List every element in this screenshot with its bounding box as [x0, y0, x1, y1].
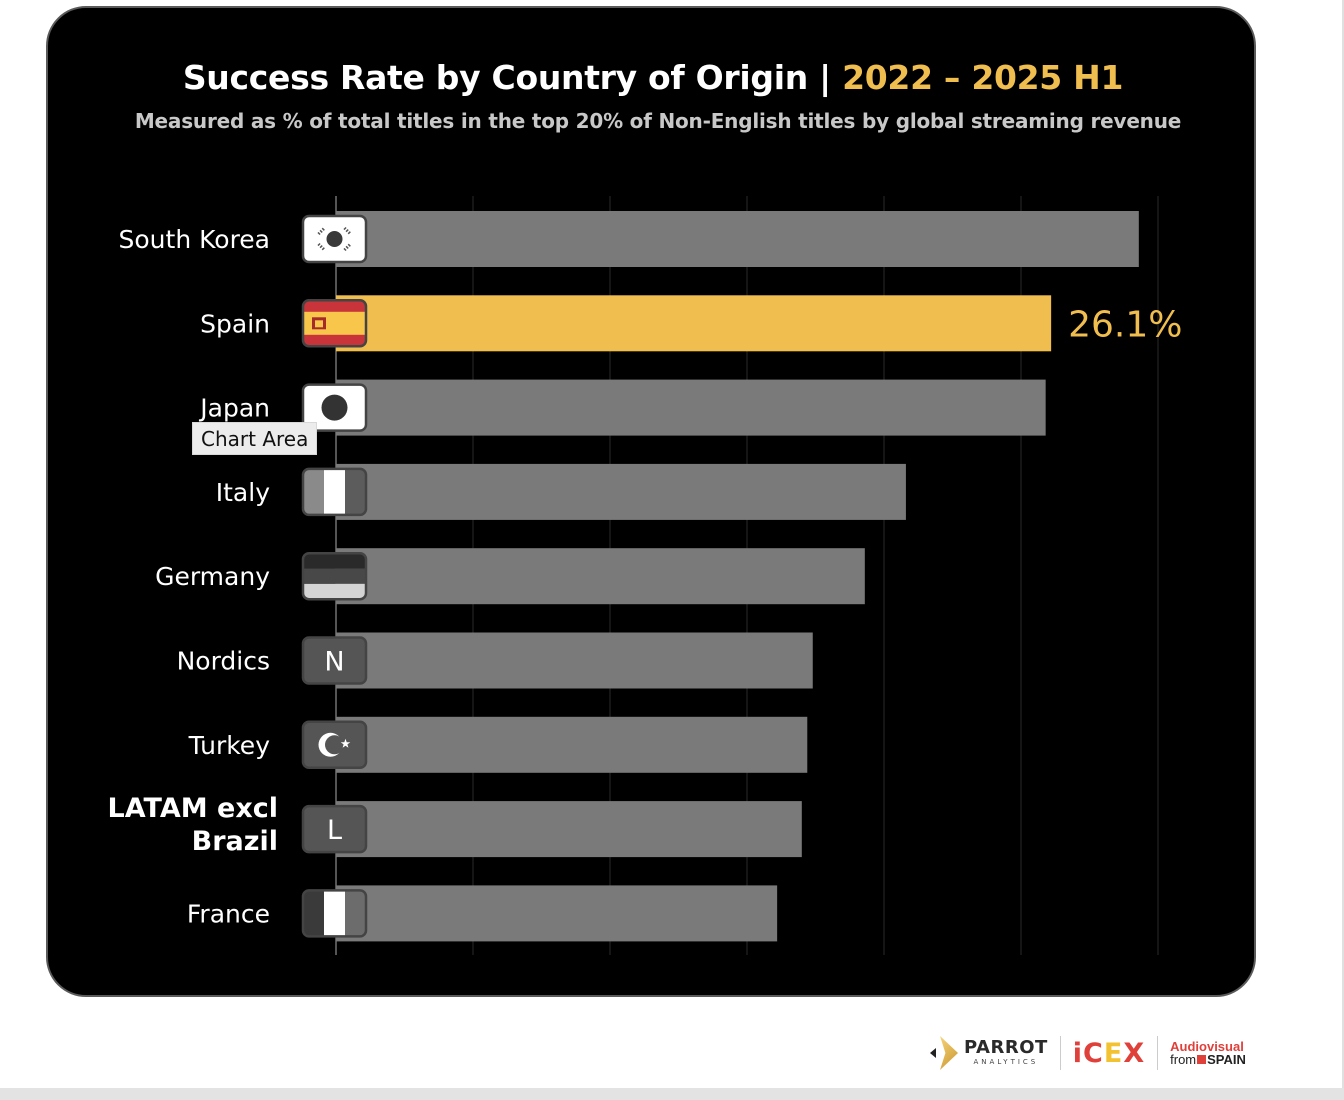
bar-spain[interactable]: [336, 295, 1052, 352]
icex-part-a: iC: [1072, 1037, 1104, 1069]
icex-part-c: X: [1123, 1037, 1146, 1069]
category-label: Brazil: [192, 826, 278, 857]
chart-area-tooltip: Chart Area: [192, 422, 318, 455]
bottom-band: [0, 1088, 1344, 1100]
category-label: Turkey: [188, 731, 271, 760]
bar-germany[interactable]: [336, 548, 865, 605]
audiovisual-from-spain-logo: Audiovisual from SPAIN: [1170, 1040, 1246, 1066]
spain-flag-icon: [301, 299, 368, 348]
parrot-name: PARROT: [964, 1037, 1048, 1058]
bar-italy[interactable]: [336, 463, 906, 520]
badge-letter: L: [327, 815, 342, 846]
chart-title: Success Rate by Country of Origin | 2022…: [0, 58, 1306, 97]
category-label: South Korea: [119, 225, 270, 254]
category-label: LATAM excl: [108, 793, 278, 824]
logo-divider: [1059, 1036, 1061, 1070]
france-flag-icon: [301, 889, 368, 938]
bar-latam-excl-brazil[interactable]: [336, 801, 802, 858]
south-korea-flag-icon: [301, 214, 368, 264]
chart-title-accent: 2022 – 2025 H1: [842, 58, 1124, 97]
chart-title-main: Success Rate by Country of Origin |: [182, 58, 831, 97]
turkey-flag-icon: [301, 720, 368, 770]
category-label: Italy: [216, 478, 270, 507]
category-label: Japan: [198, 394, 270, 423]
nordics-letter-icon: N: [301, 636, 368, 685]
footer-logos: PARROT ANALYTICS iCEX Audiovisual from SP…: [930, 1028, 1246, 1078]
red-square-icon: [1197, 1055, 1207, 1064]
icex-logo: iCEX: [1073, 1038, 1145, 1069]
icex-part-b: E: [1103, 1037, 1124, 1069]
category-label: Spain: [200, 309, 270, 338]
parrot-analytics-logo: PARROT ANALYTICS: [930, 1036, 1048, 1070]
category-label: Nordics: [177, 647, 270, 676]
category-label: Germany: [155, 562, 270, 591]
parrot-sub: ANALYTICS: [973, 1058, 1039, 1066]
parrot-mark-icon: [940, 1036, 958, 1070]
bar-turkey[interactable]: [336, 716, 808, 773]
italy-flag-icon: [301, 467, 368, 517]
bar-france[interactable]: [336, 885, 778, 942]
bar-nordics[interactable]: [336, 632, 813, 689]
parrot-arrow-icon: [930, 1048, 936, 1058]
badge-letter: N: [324, 647, 344, 678]
avs-spain: SPAIN: [1207, 1052, 1246, 1067]
bar-japan[interactable]: [336, 379, 1046, 436]
window-edge: [1342, 0, 1344, 1088]
logo-divider: [1157, 1036, 1159, 1070]
chart-subtitle: Measured as % of total titles in the top…: [134, 109, 1182, 133]
category-label: France: [187, 899, 270, 928]
avs-top: Audiovisual: [1170, 1039, 1244, 1054]
avs-from: from: [1170, 1052, 1197, 1067]
germany-flag-icon: [301, 551, 368, 601]
data-label: 26.1%: [1068, 304, 1182, 345]
bar-south-korea[interactable]: [336, 211, 1139, 267]
latam-letter-icon: L: [301, 804, 368, 854]
